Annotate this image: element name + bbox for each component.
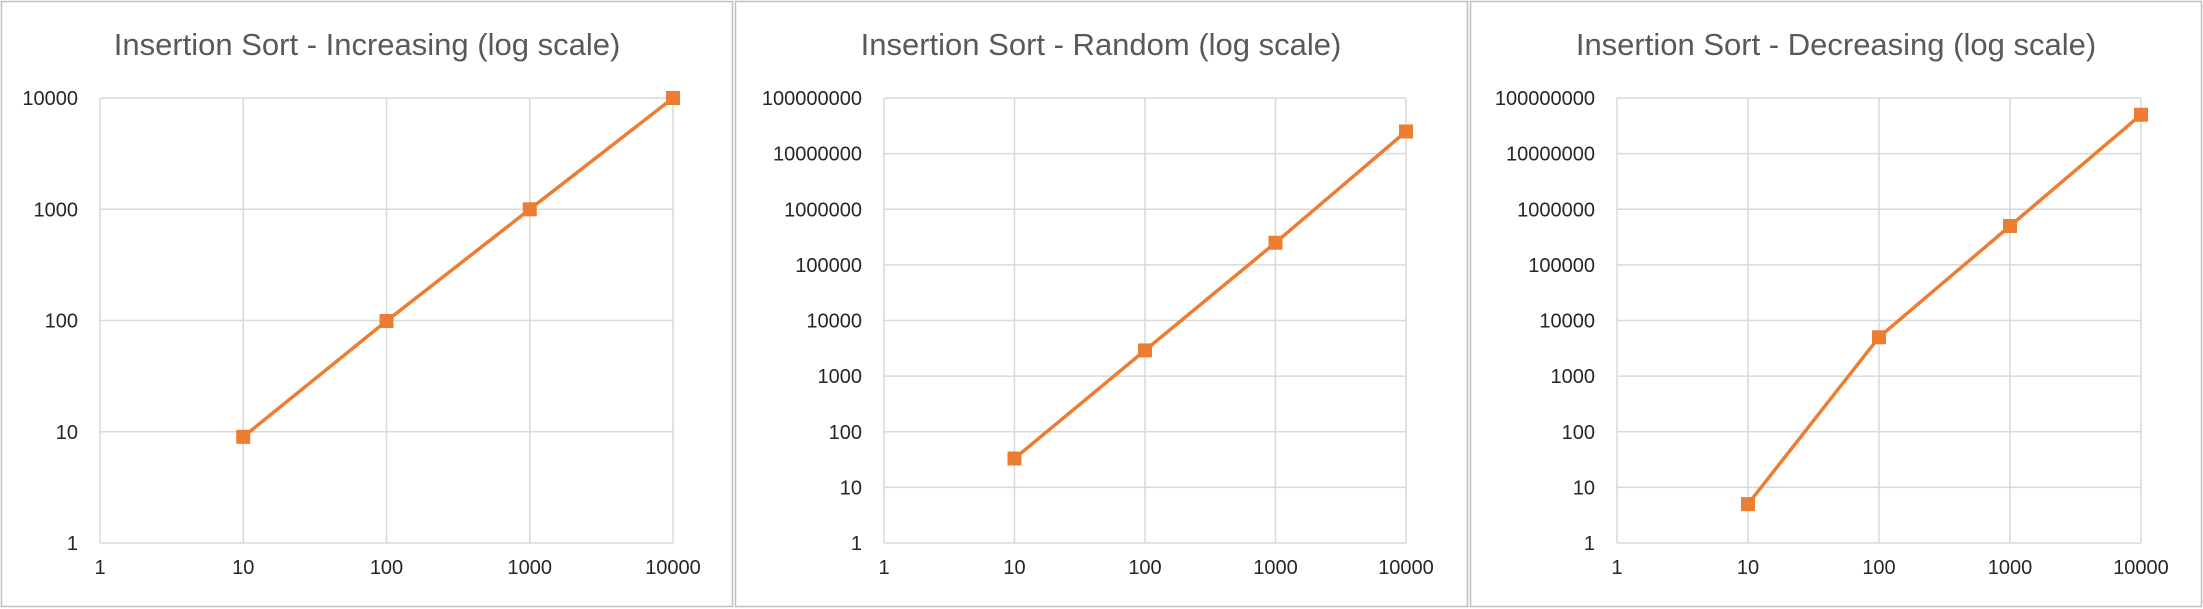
chart-title: Insertion Sort - Increasing (log scale): [114, 27, 621, 62]
chart-panel-3: Insertion Sort - Decreasing (log scale) 1…: [1469, 0, 2203, 608]
chart-panel-1: Insertion Sort - Increasing (log scale) 1…: [0, 0, 734, 608]
y-tick-label: 100: [45, 311, 78, 333]
y-tick-label: 100: [829, 422, 862, 444]
y-tick-label: 10000: [806, 311, 862, 333]
x-tick-label: 10: [1737, 557, 1759, 579]
y-tick-label: 1000000: [1517, 199, 1595, 221]
data-point-marker: [1741, 497, 1755, 512]
y-tick-label: 1000: [1551, 366, 1596, 388]
y-tick-label: 10: [56, 422, 78, 444]
y-tick-label: 1: [851, 533, 862, 555]
x-tick-label: 10000: [2113, 557, 2169, 579]
y-tick-label: 10: [840, 477, 862, 499]
y-tick-label: 1: [1584, 533, 1595, 555]
x-tick-label: 10: [1003, 557, 1025, 579]
x-tick-label: 10: [232, 557, 254, 579]
y-tick-label: 10000000: [1506, 144, 1595, 166]
data-point-marker: [236, 429, 251, 444]
data-point-marker: [522, 202, 537, 217]
x-tick-label: 1: [94, 557, 105, 579]
y-tick-label: 1000: [34, 199, 79, 221]
y-tick-label: 10000: [1539, 311, 1595, 333]
x-tick-label: 100: [370, 557, 403, 579]
data-point-marker: [1399, 124, 1413, 139]
x-tick-label: 1000: [1253, 557, 1298, 579]
y-tick-label: 10000000: [773, 144, 862, 166]
chart-frame: [734, 0, 1469, 608]
y-tick-label: 100000: [1528, 255, 1595, 277]
series-line: [241, 96, 675, 439]
y-tick-label: 10000: [22, 88, 78, 110]
x-tick-label: 100: [1862, 557, 1895, 579]
y-tick-label: 1000: [818, 366, 863, 388]
y-tick-label: 100000: [795, 255, 862, 277]
series-line: [1012, 129, 1408, 461]
y-tick-label: 1000000: [784, 199, 862, 221]
data-point-marker: [2003, 218, 2017, 233]
series-line: [1746, 112, 2143, 506]
data-point-marker: [1007, 451, 1022, 466]
chart-frame: [0, 0, 734, 608]
data-point-marker: [666, 91, 680, 106]
y-tick-label: 100000000: [762, 88, 862, 110]
y-tick-label: 1: [67, 533, 78, 555]
data-point-marker: [379, 313, 394, 328]
x-tick-label: 1000: [1988, 557, 2033, 579]
chart-title: Insertion Sort - Decreasing (log scale): [1576, 27, 2096, 62]
data-point-marker: [1138, 343, 1152, 358]
chart-frame: [1469, 0, 2203, 608]
chart-panel-2: Insertion Sort - Random (log scale) 1 10 10…: [734, 0, 1469, 608]
x-tick-label: 1000: [508, 557, 553, 579]
y-tick-label: 10: [1573, 477, 1595, 499]
data-point-marker: [2134, 107, 2148, 122]
y-tick-label: 100: [1562, 422, 1595, 444]
x-tick-label: 1: [1611, 557, 1622, 579]
chart-title: Insertion Sort - Random (log scale): [861, 27, 1342, 62]
x-tick-label: 1: [878, 557, 889, 579]
data-point-marker: [1872, 330, 1886, 345]
y-tick-label: 100000000: [1495, 88, 1595, 110]
data-point-marker: [1268, 235, 1283, 250]
x-tick-label: 10000: [645, 557, 701, 579]
x-tick-label: 10000: [1378, 557, 1434, 579]
x-tick-label: 100: [1128, 557, 1161, 579]
